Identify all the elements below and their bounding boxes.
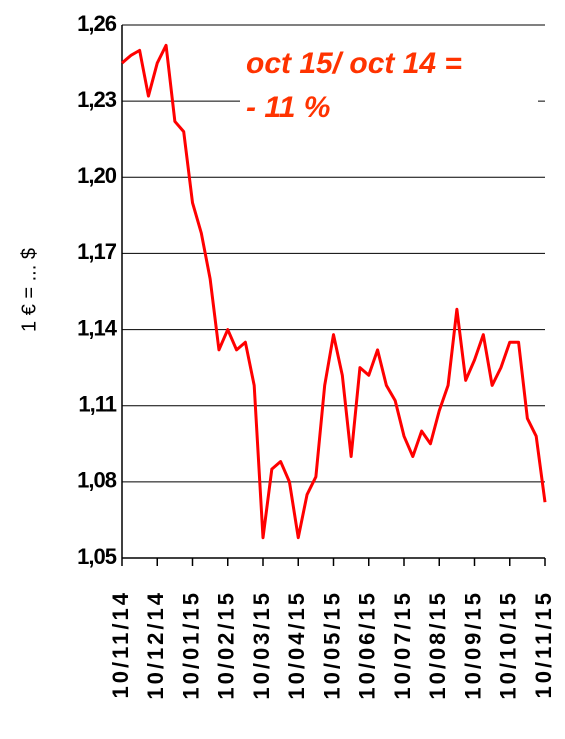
x-tick-label: 10/09/15	[460, 590, 485, 700]
x-tick-label: 10/12/14	[143, 590, 168, 700]
x-tick-label: 10/06/15	[355, 590, 380, 700]
annotation: oct 15/ oct 14 =	[246, 47, 462, 80]
annotation: - 11 %	[246, 91, 330, 124]
y-tick-label: 1,08	[77, 468, 117, 493]
y-tick-label: 1,14	[77, 315, 118, 340]
x-tick-label: 10/07/15	[390, 590, 415, 700]
y-tick-label: 1,26	[77, 11, 117, 36]
line-series	[121, 43, 547, 540]
x-tick-label: 10/11/15	[531, 590, 556, 698]
x-tick-label: 10/08/15	[425, 590, 450, 700]
x-tick-label: 10/05/15	[319, 590, 344, 700]
y-tick-label: 1,20	[77, 163, 117, 188]
y-axis-label: 1 € = ... $	[18, 248, 40, 332]
x-tick-label: 10/04/15	[284, 590, 309, 700]
x-tick-label: 10/10/15	[496, 590, 521, 700]
x-tick-label: 10/11/14	[108, 590, 133, 698]
x-tick-label: 10/03/15	[249, 590, 274, 700]
y-tick-label: 1,11	[78, 392, 116, 417]
y-tick-label: 1,23	[77, 87, 117, 112]
y-tick-label: 1,05	[77, 544, 117, 569]
y-tick-label: 1,17	[77, 239, 117, 264]
x-tick-label: 10/02/15	[214, 590, 239, 700]
x-tick-label: 10/01/15	[178, 590, 203, 700]
annotation-bg	[240, 42, 538, 132]
